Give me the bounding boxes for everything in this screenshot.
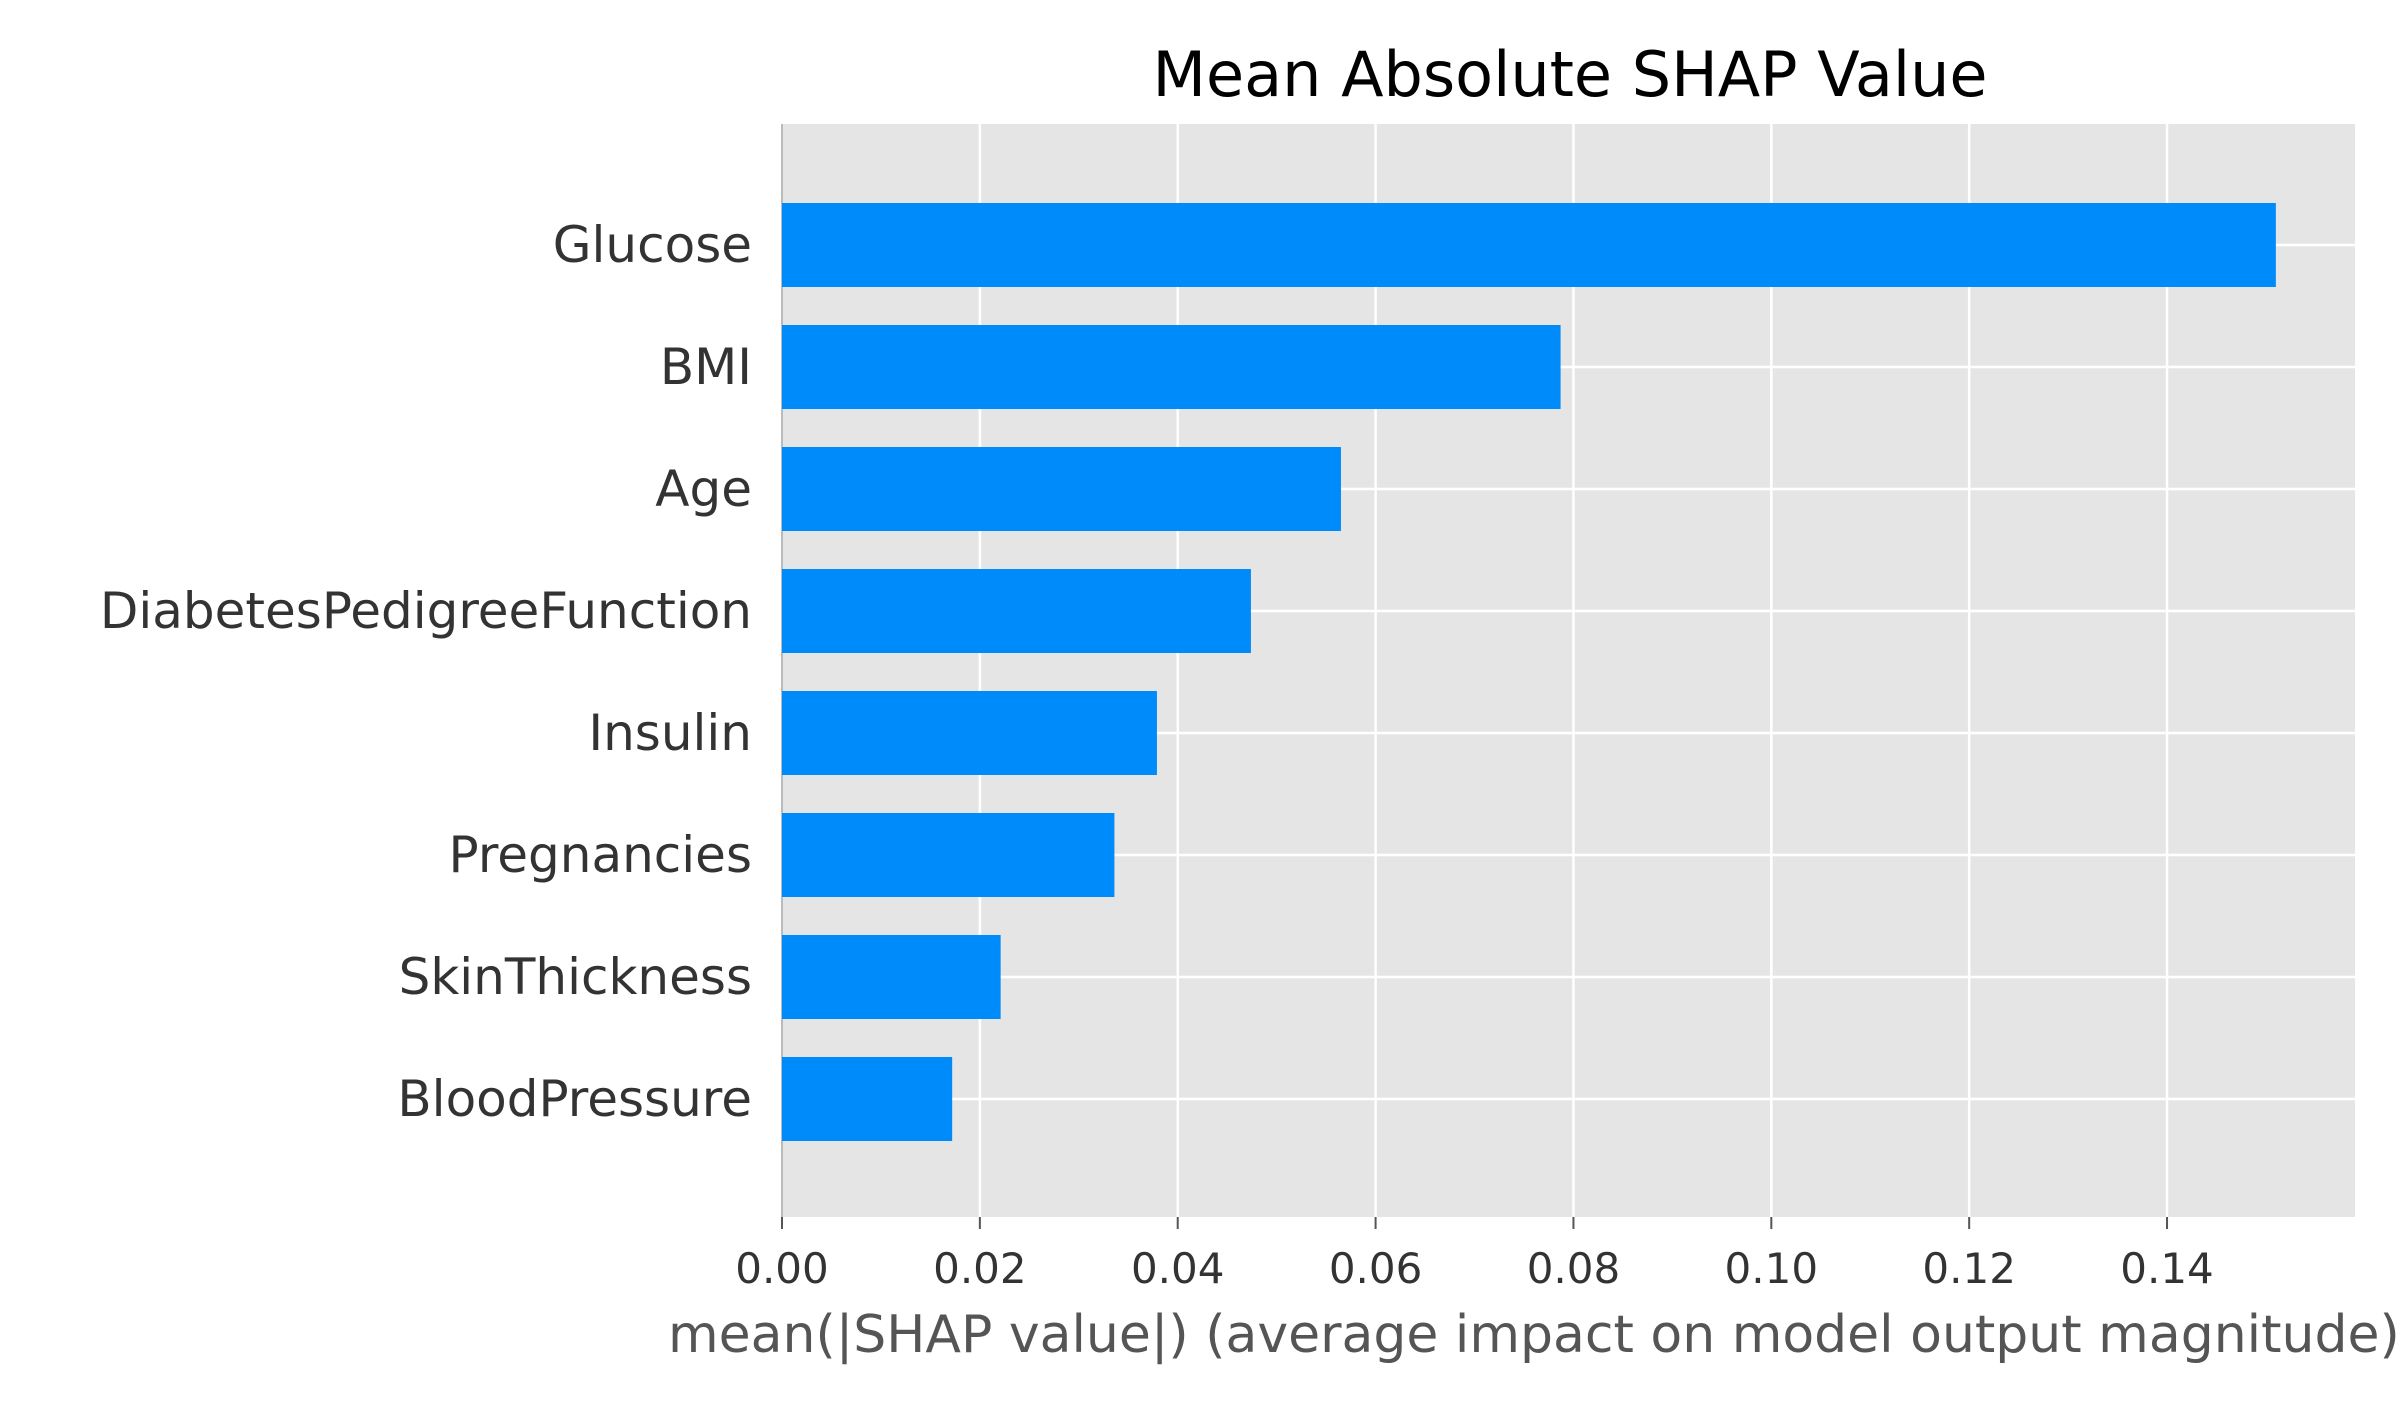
y-tick-label: DiabetesPedigreeFunction <box>100 582 752 640</box>
y-tick-label: SkinThickness <box>399 948 752 1006</box>
bar-glucose <box>782 203 2276 287</box>
chart-title: Mean Absolute SHAP Value <box>1152 38 1987 111</box>
bar-bmi <box>782 325 1561 409</box>
bars <box>782 203 2276 1141</box>
bar-pregnancies <box>782 813 1115 897</box>
bar-bloodpressure <box>782 1057 953 1141</box>
x-tick-label: 0.00 <box>735 1244 829 1293</box>
y-tick-label: Insulin <box>588 704 752 762</box>
x-tick-label: 0.14 <box>2120 1244 2214 1293</box>
bar-age <box>782 447 1341 531</box>
plot-area <box>782 124 2355 1217</box>
y-tick-label: Glucose <box>553 216 752 274</box>
x-axis-ticks: 0.00 0.02 0.04 0.06 0.08 0.10 0.12 0.14 <box>735 1217 2214 1293</box>
x-tick-label: 0.06 <box>1329 1244 1423 1293</box>
x-axis-label: mean(|SHAP value|) (average impact on mo… <box>668 1305 2400 1365</box>
bar-diabetespedigreefunction <box>782 569 1251 653</box>
y-tick-label: BMI <box>660 338 752 396</box>
x-tick-label: 0.02 <box>933 1244 1027 1293</box>
x-tick-label: 0.08 <box>1527 1244 1621 1293</box>
bar-skinthickness <box>782 935 1001 1019</box>
y-tick-label: BloodPressure <box>397 1070 752 1128</box>
y-tick-label: Pregnancies <box>449 826 752 884</box>
x-tick-label: 0.12 <box>1922 1244 2016 1293</box>
bar-insulin <box>782 691 1157 775</box>
y-axis-labels: Glucose BMI Age DiabetesPedigreeFunction Ins… <box>100 216 752 1128</box>
x-tick-label: 0.04 <box>1131 1244 1225 1293</box>
y-tick-label: Age <box>655 460 752 518</box>
x-tick-label: 0.10 <box>1725 1244 1819 1293</box>
